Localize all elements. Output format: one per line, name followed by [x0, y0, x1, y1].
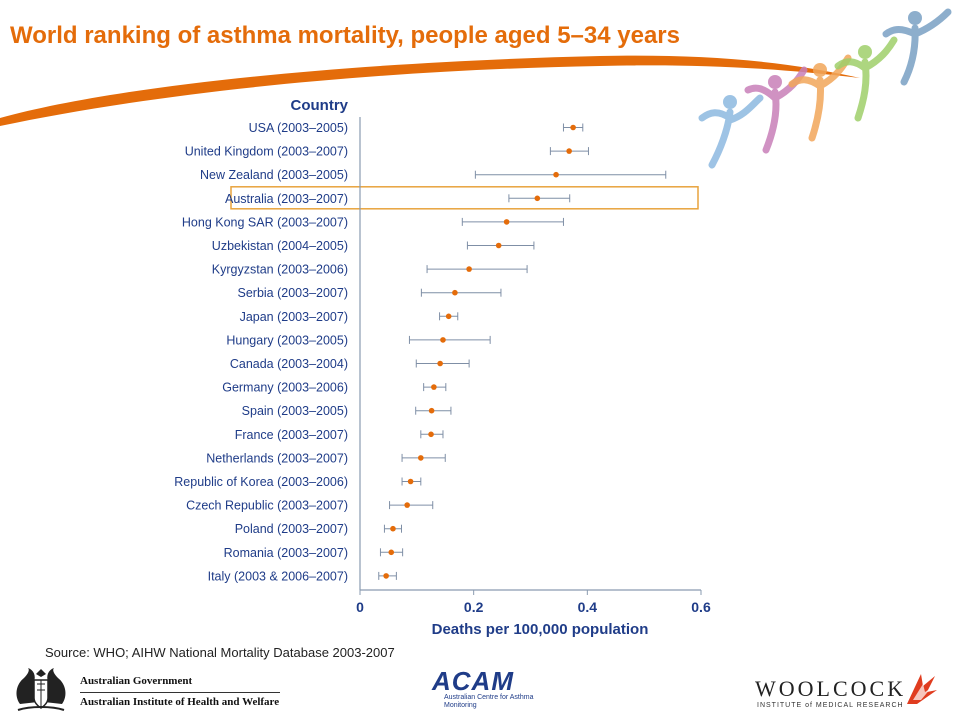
data-point: [466, 266, 472, 272]
category-label: United Kingdom (2003–2007): [185, 145, 348, 159]
gov-divider: [80, 692, 280, 693]
source-note: Source: WHO; AIHW National Mortality Dat…: [45, 645, 395, 660]
data-point: [428, 431, 434, 438]
category-label: France (2003–2007): [235, 428, 348, 442]
data-point: [404, 502, 410, 508]
category-label: Australia (2003–2007): [225, 192, 348, 206]
data-point: [440, 337, 446, 343]
x-tick-label: 0.6: [691, 599, 711, 615]
category-label: Hungary (2003–2005): [226, 333, 348, 347]
x-tick-label: 0: [356, 599, 364, 615]
category-label: Germany (2003–2006): [222, 381, 348, 395]
acam-subtitle: Australian Centre for Asthma Monitoring: [444, 694, 534, 709]
data-point: [431, 384, 437, 390]
data-point: [390, 525, 396, 532]
data-point: [570, 124, 576, 131]
category-label: USA (2003–2005): [249, 121, 348, 135]
acam-name: ACAM: [432, 666, 514, 696]
swoosh-band: [0, 55, 860, 126]
data-point: [383, 573, 389, 579]
category-label: Serbia (2003–2007): [238, 286, 349, 300]
category-label: Kyrgyzstan (2003–2006): [212, 263, 348, 277]
data-point: [407, 478, 414, 485]
category-label: Uzbekistan (2004–2005): [212, 239, 348, 253]
woolcock-name: WOOLCOCK: [755, 676, 907, 701]
category-label: Romania (2003–2007): [224, 546, 348, 560]
data-point: [534, 195, 541, 202]
data-point: [388, 549, 395, 556]
aihw-logo: Australian Government Australian Institu…: [10, 666, 280, 714]
x-tick-label: 0.4: [578, 599, 598, 615]
highlight-box: [230, 186, 699, 210]
category-label: Spain (2003–2005): [242, 404, 348, 418]
slide-title: World ranking of asthma mortality, peopl…: [10, 22, 680, 49]
aihw-name: Australian Institute of Health and Welfa…: [80, 696, 280, 708]
category-label: Italy (2003 & 2006–2007): [208, 569, 348, 583]
data-point: [428, 407, 435, 414]
dancing-figures-icon: [698, 8, 952, 169]
gov-name: Australian Government: [80, 675, 193, 687]
category-header: Country: [291, 97, 349, 114]
data-point: [452, 289, 458, 296]
data-point: [418, 455, 424, 461]
data-point: [437, 360, 443, 367]
woolcock-flame-icon: [907, 674, 937, 704]
data-point: [566, 148, 572, 154]
x-tick-label: 0.2: [464, 599, 484, 615]
category-label: Hong Kong SAR (2003–2007): [182, 215, 348, 229]
category-label: Netherlands (2003–2007): [206, 451, 348, 465]
data-point: [503, 219, 510, 225]
category-label: Republic of Korea (2003–2006): [174, 475, 348, 489]
woolcock-subtitle: INSTITUTE of MEDICAL RESEARCH: [757, 702, 904, 709]
title-swoosh: [0, 55, 860, 126]
data-point: [553, 171, 559, 178]
category-label: New Zealand (2003–2005): [200, 168, 348, 182]
x-axis-label: Deaths per 100,000 population: [432, 621, 649, 638]
woolcock-logo: WOOLCOCK INSTITUTE of MEDICAL RESEARCH: [755, 670, 955, 714]
data-point: [495, 242, 502, 249]
category-label: Poland (2003–2007): [235, 522, 348, 536]
category-label: Japan (2003–2007): [240, 310, 348, 324]
data-point: [445, 313, 452, 320]
category-label: Czech Republic (2003–2007): [186, 499, 348, 513]
category-label: Canada (2003–2004): [230, 357, 348, 371]
acam-logo: ACAM Australian Centre for Asthma Monito…: [432, 668, 542, 716]
coat-of-arms-icon: [16, 668, 66, 711]
